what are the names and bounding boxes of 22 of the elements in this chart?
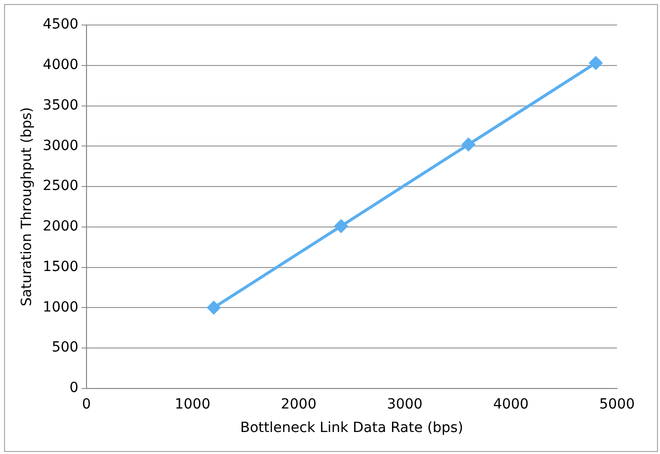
y-tick-label: 0 <box>70 380 78 396</box>
y-tick-label: 3000 <box>42 138 78 154</box>
y-tick-label: 4500 <box>42 16 78 33</box>
y-tick-label: 1500 <box>42 258 78 275</box>
y-tick-label: 2000 <box>42 218 78 235</box>
y-axis-title: Saturation Throughput (bps) <box>19 107 36 306</box>
y-tick-label: 2500 <box>42 178 78 194</box>
x-tick-label: 2000 <box>280 396 316 412</box>
point <box>334 220 348 233</box>
y-tick-label: 3500 <box>42 97 78 114</box>
x-tick-label: 0 <box>82 396 91 412</box>
x-axis-title: Bottleneck Link Data Rate (bps) <box>240 420 464 436</box>
x-tick-label: 3000 <box>386 396 423 412</box>
x-tick-label: 4000 <box>493 396 529 412</box>
point <box>207 301 220 314</box>
point <box>462 138 475 152</box>
y-tick-label: 500 <box>52 340 78 356</box>
x-tick-label: 1000 <box>174 396 210 412</box>
x-tick-label: 5000 <box>599 396 635 412</box>
y-tick-label: 1000 <box>42 299 78 316</box>
point <box>589 56 602 70</box>
y-tick-label: 4000 <box>42 57 78 74</box>
